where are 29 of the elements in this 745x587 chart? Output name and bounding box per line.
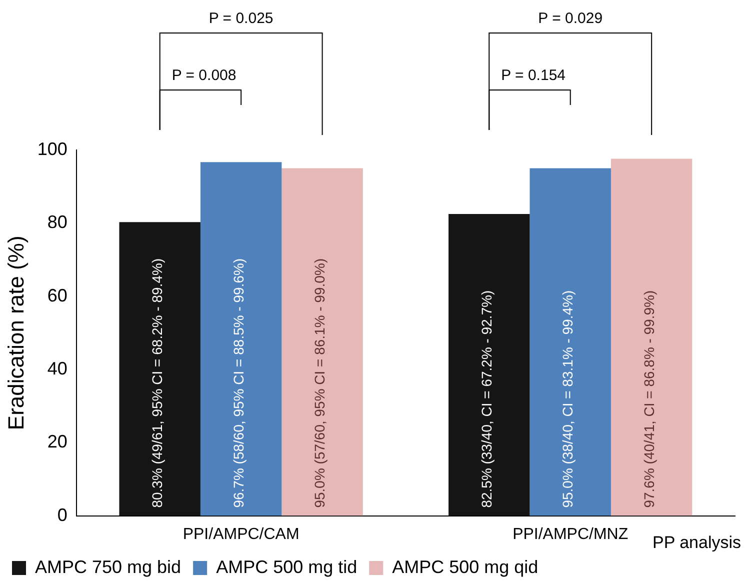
data-label: 96.7% (58/60, 95% CI = 88.5% - 99.6%) (230, 258, 246, 508)
bar (610, 158, 692, 516)
data-label: 82.5% (33/40, CI = 67.2% - 92.7%) (478, 290, 494, 508)
text: P = 0.029 (538, 10, 603, 27)
data-label: 97.6% (40/41, CI = 86.8% - 99.9%) (640, 290, 657, 508)
data-label: 95.0% (57/60, 95% CI = 86.1% - 99.0%) (312, 258, 328, 508)
bar (282, 168, 363, 516)
y-tick-label: 100 (37, 138, 68, 159)
data-label: 95.0% (38/40, CI = 83.1% - 99.4%) (560, 290, 576, 508)
y-axis-title: Eradication rate (%) (3, 236, 28, 430)
bar (448, 214, 530, 516)
x-tick-label: PPI/AMPC/CAM (182, 526, 300, 543)
bar (200, 162, 282, 516)
text: P = 0.008 (172, 67, 236, 84)
y-tick-label: 40 (47, 358, 68, 378)
y-tick-label: 80 (47, 212, 68, 232)
data-label: 80.3% (49/61, 95% CI = 68.2% - 89.4%) (149, 258, 166, 508)
y-tick-label: 20 (47, 432, 68, 452)
legend-label: AMPC 750 mg bid (35, 556, 182, 577)
text: PP analysis (652, 533, 741, 552)
y-tick-label: 0 (57, 504, 68, 525)
bar (119, 222, 200, 516)
bar (530, 168, 611, 516)
x-tick-label: PPI/AMPC/MNZ (512, 526, 628, 543)
legend-label: AMPC 500 mg qid (392, 556, 538, 577)
text: P = 0.025 (208, 10, 274, 27)
legend-label: AMPC 500 mg tid (216, 556, 358, 577)
y-tick-label: 60 (47, 285, 68, 306)
text: P = 0.154 (501, 67, 566, 84)
